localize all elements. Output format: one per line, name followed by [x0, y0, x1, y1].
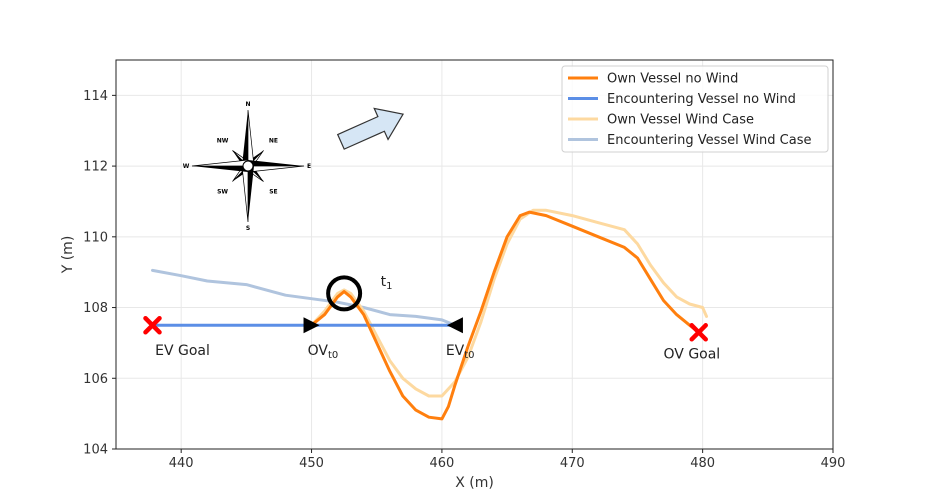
legend-label: Own Vessel no Wind: [607, 72, 738, 87]
goal-stroke: [689, 323, 708, 342]
annotation: t1: [381, 274, 393, 292]
encounter-circle: [326, 275, 363, 312]
plot-frame: [115, 59, 834, 450]
y-tick-label: 108: [83, 301, 108, 316]
x-tick-label: 490: [821, 456, 846, 471]
y-tick-label: 110: [83, 230, 108, 245]
compass-label: W: [183, 163, 190, 170]
legend-box: [561, 65, 829, 153]
compass-label: SW: [217, 188, 228, 195]
annotation-subscript: 1: [386, 281, 392, 292]
legend-label: Encountering Vessel Wind Case: [607, 133, 812, 148]
compass-label: N: [245, 101, 250, 108]
compass-rose-icon: N NE E SE S SW W NW: [183, 101, 311, 232]
axes: 440 450 460 470 480 490 104 106 108 110 112 114 X (m…: [60, 59, 846, 491]
y-axis-label: Y (m): [60, 236, 76, 275]
compass-label: SE: [269, 188, 277, 195]
series-line-3: [151, 268, 457, 327]
annotation: EV Goal: [155, 343, 210, 359]
compass-spike: [247, 109, 255, 167]
legend: Own Vessel no Wind Encountering Vessel no…: [561, 65, 829, 153]
compass-spike: [242, 110, 248, 166]
series-line-2: [310, 208, 708, 398]
y-tick-label: 112: [83, 160, 108, 175]
decoration-layer: N NE E SE S SW W NW: [183, 101, 405, 232]
x-tick-label: 450: [299, 456, 324, 471]
annotation: EVt0: [446, 343, 475, 361]
marker-layer: [143, 275, 708, 342]
compass-label: NW: [217, 138, 229, 145]
goal-marker: [689, 323, 708, 342]
annotation: OVt0: [308, 343, 339, 361]
compass-center: [242, 160, 254, 172]
compass-label: E: [307, 163, 311, 170]
legend-label: Own Vessel Wind Case: [607, 113, 754, 128]
series-layer: [151, 208, 708, 421]
compass-spike: [192, 166, 248, 172]
x-axis-label: X (m): [455, 475, 494, 491]
start-marker-ov: [303, 317, 320, 334]
goal-marker: [143, 315, 162, 335]
x-tick-label: 480: [690, 456, 715, 471]
y-tick-label: 104: [83, 443, 108, 458]
x-tick-label: 470: [560, 456, 585, 471]
y-tick-label: 106: [83, 372, 108, 387]
compass-spike: [247, 165, 305, 173]
compass-spike: [248, 160, 304, 166]
wind-arrow-shape: [336, 107, 405, 150]
compass-label: NE: [269, 138, 278, 145]
x-tick-label: 460: [429, 456, 454, 471]
annotation-subscript: t0: [328, 350, 338, 361]
compass-spike: [241, 165, 249, 223]
x-tick-label: 440: [169, 456, 194, 471]
legend-label: Encountering Vessel no Wind: [607, 92, 796, 107]
y-tick-label: 114: [83, 89, 108, 104]
annotation-subscript: t0: [464, 350, 474, 361]
annotation: OV Goal: [664, 347, 721, 363]
start-marker-ev: [446, 317, 463, 334]
series-line-0: [310, 210, 701, 421]
right-up-arrow-icon: [336, 107, 405, 150]
compass-spike: [191, 159, 249, 167]
compass-label: S: [246, 225, 250, 232]
goal-stroke: [143, 315, 162, 335]
compass-spike: [248, 166, 254, 222]
